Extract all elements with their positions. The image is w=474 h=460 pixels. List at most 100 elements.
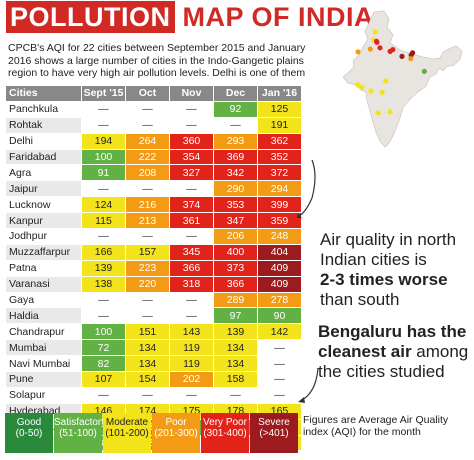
blr-arrow-head xyxy=(298,397,305,403)
city-dot xyxy=(408,56,414,62)
city-dot xyxy=(421,68,427,74)
legend-item-severe: Severe (>401) xyxy=(250,413,298,453)
blr-line-2: cleanest air among xyxy=(318,342,469,361)
aqi-cell: — xyxy=(125,228,170,245)
table-row: Haldia — — —97 90 xyxy=(5,307,302,325)
aqi-cell: 347 xyxy=(213,212,258,230)
column-header-month: Nov xyxy=(169,85,214,102)
aqi-cell: 139 xyxy=(213,323,258,341)
blr-line-3: the cities studied xyxy=(318,362,445,381)
table-body: Panchkula — — —92 125 Rohtak — — — —191 Delhi 194 26… xyxy=(5,100,302,452)
north-arrow-head xyxy=(297,213,302,218)
city-name: Muzzaffarpur xyxy=(5,243,82,261)
aqi-cell: — xyxy=(81,180,126,198)
blr-arrow xyxy=(301,367,319,401)
aqi-cell: 409 xyxy=(257,259,302,277)
city-dot xyxy=(387,109,393,115)
column-header-month: Jan '16 xyxy=(257,85,302,102)
aqi-cell: 278 xyxy=(257,291,302,309)
aqi-cell: 119 xyxy=(169,339,214,357)
table-row: Panchkula — — —92 125 xyxy=(5,100,302,118)
legend-item-good: Good (0-50) xyxy=(5,413,53,453)
bengaluru-annotation: Bengaluru has the cleanest air among the… xyxy=(318,322,468,382)
aqi-cell: 166 xyxy=(81,243,126,261)
legend-label: Severe xyxy=(258,417,290,428)
legend-label: Poor xyxy=(165,417,187,428)
city-dot xyxy=(375,110,381,116)
table-row: Delhi 194 264 360 293 362 xyxy=(5,132,302,150)
aqi-cell: — xyxy=(257,386,302,404)
aqi-cell: 290 xyxy=(213,180,258,198)
aqi-cell: 400 xyxy=(213,243,258,261)
city-dot xyxy=(355,82,361,88)
blr-bold-part: cleanest air xyxy=(318,342,412,361)
city-dot xyxy=(399,53,405,60)
aqi-cell: — xyxy=(125,116,170,134)
aqi-cell: — xyxy=(169,228,214,245)
aqi-cell: — xyxy=(125,291,170,309)
north-line-3: 2-3 times worse xyxy=(320,270,448,289)
aqi-cell: 373 xyxy=(213,259,258,277)
aqi-cell: 134 xyxy=(125,339,170,357)
table-row: Jodhpur — — —206 248 xyxy=(5,228,302,245)
aqi-cell: 91 xyxy=(81,164,126,182)
aqi-cell: — xyxy=(81,100,126,118)
north-line-4: than south xyxy=(320,290,400,309)
aqi-cell: 124 xyxy=(81,196,126,214)
city-dot xyxy=(367,46,373,52)
table-row: Faridabad 100 222 354 369 352 xyxy=(5,148,302,166)
table-row: Solapur — — — — — xyxy=(5,386,302,404)
north-line-1: Air quality in north xyxy=(320,230,457,249)
legend-range: (51-100) xyxy=(59,428,97,439)
aqi-cell: 138 xyxy=(81,275,126,293)
city-dot xyxy=(374,39,380,45)
legend-label: Satisfactory xyxy=(54,417,107,428)
aqi-cell: 372 xyxy=(257,164,302,182)
aqi-cell: 354 xyxy=(169,148,214,166)
aqi-cell: 139 xyxy=(81,259,126,277)
table-row: Patna 139 223 366 373 409 xyxy=(5,259,302,277)
legend-item-moderate: Moderate (101-200) xyxy=(103,413,151,453)
aqi-cell: — xyxy=(213,386,258,404)
table-row: Jaipur — — —290 294 xyxy=(5,180,302,198)
intro-text: CPCB's AQI for 22 cities between Septemb… xyxy=(8,42,306,79)
aqi-cell: 369 xyxy=(213,148,258,166)
aqi-cell: 362 xyxy=(257,132,302,150)
aqi-cell: 92 xyxy=(213,100,258,118)
city-dot xyxy=(368,88,374,94)
aqi-cell: 100 xyxy=(81,323,126,341)
city-name: Haldia xyxy=(5,307,82,325)
aqi-cell: 222 xyxy=(125,148,170,166)
table-row: Varanasi 138 220 318 366 409 xyxy=(5,275,302,293)
aqi-cell: 294 xyxy=(257,180,302,198)
india-outline xyxy=(342,10,463,148)
aqi-cell: — xyxy=(125,386,170,404)
table-row: Mumbai 72 134 119 134— xyxy=(5,339,302,357)
aqi-cell: — xyxy=(81,307,126,325)
city-name: Panchkula xyxy=(5,100,82,118)
page-title: POLLUTION MAP OF INDIA xyxy=(6,1,375,38)
aqi-cell: 359 xyxy=(257,212,302,230)
city-dot xyxy=(379,89,385,95)
city-name: Pune xyxy=(5,371,82,388)
legend-range: (>401) xyxy=(259,428,289,439)
aqi-cell: 361 xyxy=(169,212,214,230)
aqi-table: Cities Sept '15 Oct Nov Dec Jan '16 Panchkula… xyxy=(5,85,302,452)
table-row: Gaya — — —289 278 xyxy=(5,291,302,309)
legend-range: (0-50) xyxy=(15,428,43,439)
aqi-cell: 134 xyxy=(125,355,170,373)
city-dot xyxy=(372,29,378,35)
aqi-cell: — xyxy=(125,307,170,325)
legend-label: Good xyxy=(16,417,42,428)
aqi-cell: — xyxy=(169,180,214,198)
aqi-cell: 399 xyxy=(257,196,302,214)
india-map xyxy=(342,10,463,148)
aqi-cell: — xyxy=(81,228,126,245)
table-row: Rohtak — — — —191 xyxy=(5,116,302,134)
table-row: Chandrapur 100 151 143 139 142 xyxy=(5,323,302,341)
aqi-cell: — xyxy=(125,180,170,198)
aqi-cell: 154 xyxy=(125,371,170,388)
title-rest: MAP OF INDIA xyxy=(182,2,375,32)
city-dot xyxy=(355,49,361,55)
city-dot xyxy=(377,45,383,51)
